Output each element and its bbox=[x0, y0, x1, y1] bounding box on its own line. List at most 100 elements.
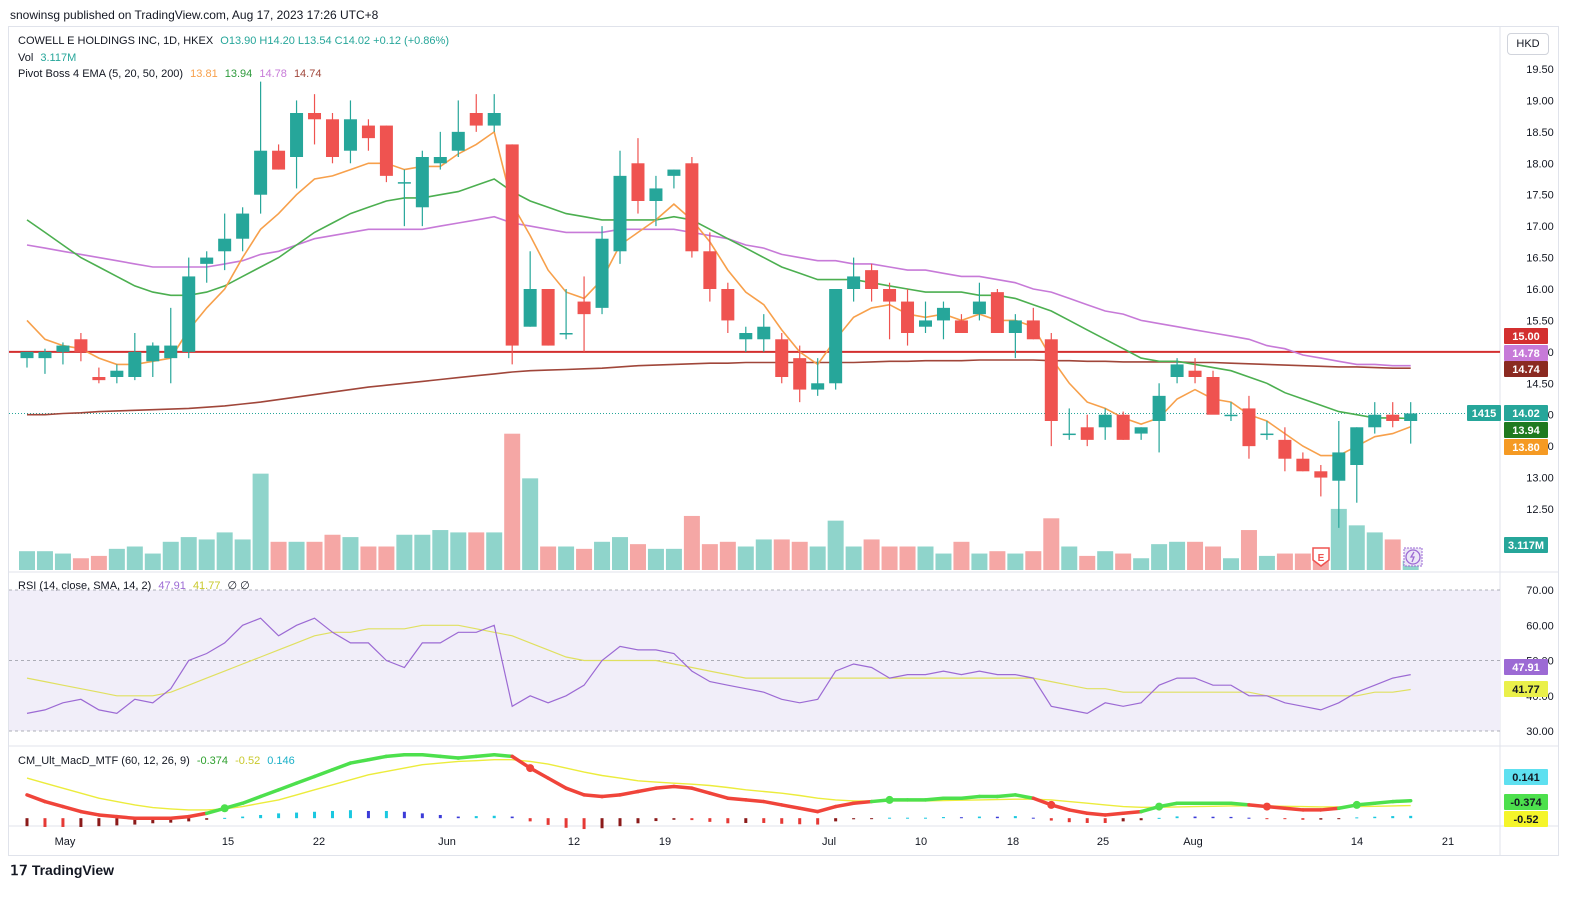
candle bbox=[631, 138, 645, 214]
volume-bar bbox=[504, 433, 521, 570]
currency-button[interactable]: HKD bbox=[1507, 33, 1549, 55]
volume-bar bbox=[1079, 555, 1096, 570]
candle bbox=[1332, 421, 1346, 528]
legend-macd-value: -0.374 bbox=[196, 755, 229, 767]
volume-bar bbox=[432, 530, 449, 570]
candle bbox=[505, 144, 519, 365]
tradingview-logo[interactable]: 𝟣𝟩 TradingView bbox=[10, 862, 114, 879]
volume-bar bbox=[126, 546, 143, 570]
macd-line-segment bbox=[582, 793, 604, 799]
macd-line-segment bbox=[366, 754, 389, 762]
candle bbox=[110, 364, 124, 384]
macd-line-segment bbox=[833, 801, 856, 809]
macd-line-segment bbox=[1319, 806, 1341, 812]
macd-histogram-bar bbox=[259, 814, 263, 819]
candle bbox=[865, 263, 879, 302]
candle-body bbox=[577, 301, 591, 315]
badge-volume: 3.117M bbox=[1504, 537, 1548, 553]
macd-histogram-bar bbox=[402, 811, 406, 819]
candle-body bbox=[757, 326, 771, 340]
candle bbox=[919, 301, 932, 333]
macd-line-segment bbox=[1373, 799, 1395, 805]
candle bbox=[595, 226, 609, 315]
macd-histogram-bar bbox=[43, 818, 47, 827]
volume-bar bbox=[108, 548, 125, 570]
macd-line-segment bbox=[636, 786, 658, 794]
volume-bar bbox=[629, 544, 646, 570]
volume-bar bbox=[306, 541, 323, 570]
macd-histogram-bar bbox=[1121, 818, 1125, 822]
macd-line-segment bbox=[492, 752, 514, 759]
volume-bar bbox=[1294, 553, 1311, 570]
badge-macd: -0.374 bbox=[1504, 794, 1548, 810]
candle bbox=[1188, 358, 1202, 384]
macd-histogram-bar bbox=[1049, 818, 1053, 821]
volume-bar bbox=[989, 551, 1006, 570]
macd-line-segment bbox=[672, 784, 694, 790]
legend-macd-label[interactable]: CM_Ult_MacD_MTF (60, 12, 26, 9) bbox=[18, 755, 190, 767]
legend-ema200: 14.74 bbox=[293, 68, 322, 80]
volume-bar bbox=[36, 551, 53, 570]
volume-bar bbox=[216, 532, 233, 570]
macd-histogram-bar bbox=[1211, 816, 1215, 819]
candle bbox=[1242, 395, 1256, 459]
legend-symbol[interactable]: COWELL E HOLDINGS INC, 1D, HKEX bbox=[18, 35, 214, 47]
macd-histogram-bar bbox=[959, 817, 963, 819]
candle-body bbox=[1278, 439, 1292, 459]
svg-text:41.77: 41.77 bbox=[1512, 684, 1540, 696]
legend-ema-label[interactable]: Pivot Boss 4 EMA (5, 20, 50, 200) bbox=[18, 68, 184, 80]
svg-text:0.141: 0.141 bbox=[1512, 772, 1540, 784]
volume-bar bbox=[414, 534, 431, 570]
time-axis-label: Jun bbox=[438, 836, 456, 848]
ema20-line bbox=[26, 178, 1411, 420]
candle bbox=[469, 94, 483, 132]
rsi-line bbox=[26, 617, 1411, 715]
legend-rsi-label[interactable]: RSI (14, close, SMA, 14, 2) bbox=[18, 580, 152, 592]
price-tick-label: 16.50 bbox=[1526, 253, 1554, 265]
candle-body bbox=[1008, 320, 1022, 333]
candle bbox=[20, 351, 34, 368]
macd-histogram-bar bbox=[169, 818, 173, 823]
candle bbox=[1368, 402, 1382, 434]
svg-text:14.78: 14.78 bbox=[1512, 348, 1540, 360]
legend-vol-label[interactable]: Vol bbox=[18, 52, 34, 64]
time-axis-label: 12 bbox=[568, 836, 580, 848]
macd-line-segment bbox=[779, 803, 802, 811]
candle-body bbox=[1134, 427, 1148, 434]
candle-body bbox=[541, 289, 555, 346]
macd-histogram-bar bbox=[672, 818, 676, 820]
candle-body bbox=[739, 333, 753, 340]
candle-body bbox=[92, 377, 106, 381]
macd-histogram-bar bbox=[1283, 818, 1287, 820]
svg-text:3.117M: 3.117M bbox=[1508, 540, 1544, 552]
macd-histogram-bar bbox=[456, 816, 460, 819]
badge-rsi-sma: 41.77 bbox=[1504, 681, 1548, 697]
macd-histogram-bar bbox=[223, 817, 227, 819]
price-tick-label: 17.50 bbox=[1526, 190, 1554, 202]
candle-body bbox=[865, 270, 879, 289]
candle-body bbox=[1152, 395, 1166, 421]
svg-text:14.74: 14.74 bbox=[1512, 364, 1540, 376]
macd-histogram-bar bbox=[79, 818, 83, 827]
candle bbox=[775, 333, 789, 384]
volume-bar bbox=[827, 520, 844, 570]
macd-histogram-bar bbox=[924, 817, 927, 819]
macd-line-segment bbox=[726, 796, 748, 802]
volume-bar bbox=[54, 553, 71, 570]
svg-text:-0.374: -0.374 bbox=[1510, 797, 1542, 809]
rsi-tick-label: 60.00 bbox=[1526, 620, 1554, 632]
badge-hline: 15.00 bbox=[1504, 328, 1548, 344]
volume-bar bbox=[144, 553, 161, 570]
candle bbox=[397, 169, 411, 227]
candle bbox=[1296, 452, 1310, 472]
legend-ema50: 14.78 bbox=[259, 68, 287, 80]
candle bbox=[433, 131, 447, 170]
badge-macd-signal: -0.52 bbox=[1504, 811, 1548, 827]
macd-histogram-bar bbox=[474, 816, 478, 819]
macd-line-segment bbox=[330, 761, 353, 772]
legend-vol-value: 3.117M bbox=[40, 52, 77, 64]
candle bbox=[721, 282, 735, 333]
price-tick-label: 18.00 bbox=[1526, 158, 1554, 170]
candle-body bbox=[218, 238, 232, 252]
